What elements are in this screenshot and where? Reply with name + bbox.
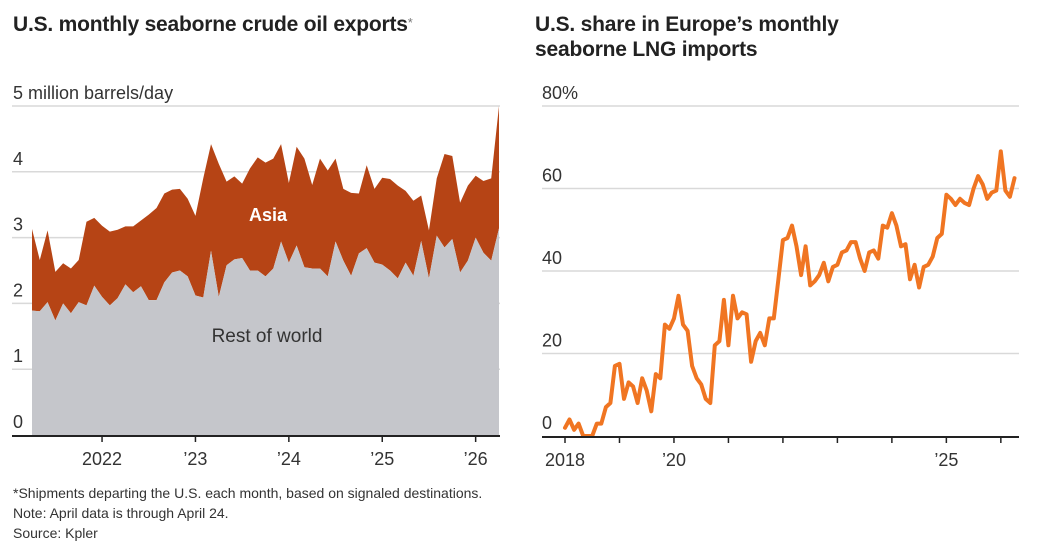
right-line-layer	[563, 149, 1017, 438]
right-y-tick-label: 60	[542, 166, 562, 186]
right-y-tick-labels: 0 20 40 60 80%	[542, 83, 578, 433]
asia-series-label: Asia	[249, 205, 288, 225]
left-x-tick-label: ’26	[464, 449, 488, 469]
us-share-line	[563, 149, 1017, 438]
right-y-tick-label: 80%	[542, 83, 578, 103]
right-y-tick-label: 20	[542, 331, 562, 351]
rest-of-world-area	[32, 228, 499, 435]
footnote-asterisk: *Shipments departing the U.S. each month…	[13, 485, 483, 501]
left-y-tick-labels: 0 1 2 3 4 5 million barrels/day	[13, 83, 173, 432]
left-y-tick-label: 1	[13, 346, 23, 366]
left-x-tick-label: ’23	[183, 449, 207, 469]
right-x-tick-label: 2018	[545, 450, 585, 470]
right-gridlines	[542, 105, 1019, 355]
footnote-note: Note: April data is through April 24.	[13, 505, 229, 521]
left-chart-title: U.S. monthly seaborne crude oil exports*	[13, 13, 413, 36]
asterisk-marker: *	[407, 15, 413, 30]
left-x-tick-label: ’24	[277, 449, 301, 469]
left-x-tick-label: 2022	[82, 449, 122, 469]
left-y-tick-label: 4	[13, 149, 23, 169]
left-y-tick-label: 5 million barrels/day	[13, 83, 173, 103]
right-x-axis: 2018 ’20 ’25	[542, 436, 1019, 470]
right-y-tick-label: 0	[542, 413, 552, 433]
lng-share-chart: 0 20 40 60 80% 2018 ’20 ’25	[542, 83, 1019, 470]
asia-area	[32, 106, 499, 321]
left-x-tick-label: ’25	[370, 449, 394, 469]
left-area-layers	[32, 106, 499, 435]
footnote-source: Source: Kpler	[13, 525, 98, 541]
rest-of-world-series-label: Rest of world	[212, 326, 323, 347]
left-x-axis: 2022 ’23 ’24 ’25 ’26	[12, 435, 500, 469]
left-y-tick-label: 2	[13, 280, 23, 300]
right-x-tick-label: ’25	[934, 450, 958, 470]
crude-exports-chart: 0 1 2 3 4 5 million barrels/day 2022 ’23 ’24 ’25…	[12, 83, 500, 469]
left-y-tick-label: 0	[13, 412, 23, 432]
right-x-tick-label: ’20	[662, 450, 686, 470]
left-y-tick-label: 3	[13, 215, 23, 235]
right-chart-title: U.S. share in Europe’s monthly seaborne …	[535, 13, 839, 61]
right-y-tick-label: 40	[542, 248, 562, 268]
